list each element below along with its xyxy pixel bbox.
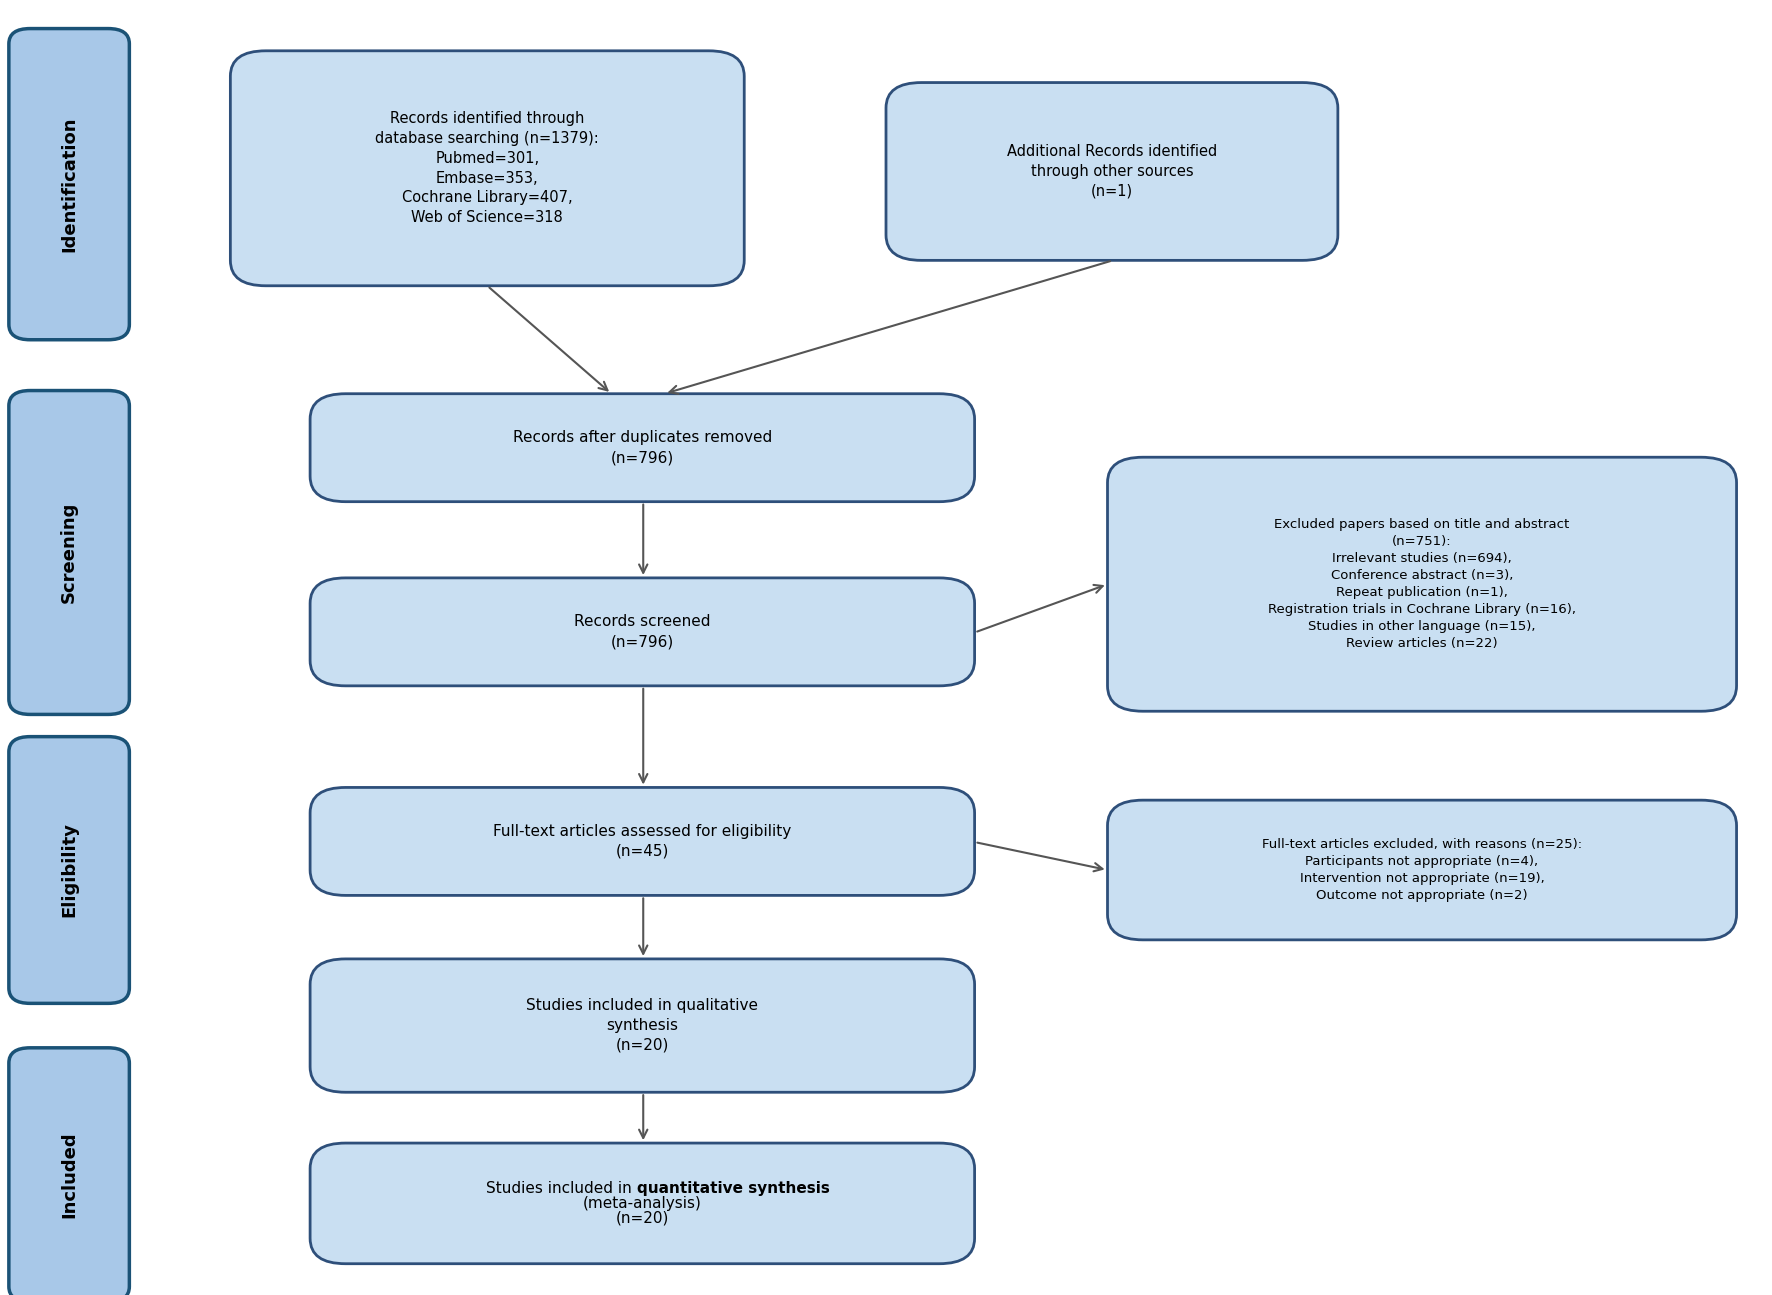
Text: Full-text articles excluded, with reasons (n=25):
Participants not appropriate (: Full-text articles excluded, with reason… [1262,838,1582,903]
FancyBboxPatch shape [310,787,975,895]
Text: Excluded papers based on title and abstract
(n=751):
Irrelevant studies (n=694),: Excluded papers based on title and abstr… [1269,518,1575,650]
Text: quantitative synthesis: quantitative synthesis [636,1181,829,1197]
FancyBboxPatch shape [310,394,975,501]
FancyBboxPatch shape [310,1143,975,1264]
FancyBboxPatch shape [310,578,975,686]
Text: (n=20): (n=20) [615,1211,670,1226]
Text: (meta-analysis): (meta-analysis) [583,1195,702,1211]
Text: Full-text articles assessed for eligibility
(n=45): Full-text articles assessed for eligibil… [493,824,792,859]
FancyBboxPatch shape [886,83,1338,260]
Text: Eligibility: Eligibility [60,822,78,917]
FancyBboxPatch shape [9,28,129,339]
Text: Studies included in: Studies included in [486,1181,636,1197]
FancyBboxPatch shape [310,958,975,1092]
FancyBboxPatch shape [9,737,129,1004]
Text: Records after duplicates removed
(n=796): Records after duplicates removed (n=796) [512,430,773,465]
FancyBboxPatch shape [9,1048,129,1295]
Text: Identification: Identification [60,117,78,253]
FancyBboxPatch shape [1108,800,1737,940]
Text: Studies included in qualitative
synthesis
(n=20): Studies included in qualitative synthesi… [526,998,758,1053]
Text: Included: Included [60,1132,78,1219]
Text: Additional Records identified
through other sources
(n=1): Additional Records identified through ot… [1006,144,1217,198]
FancyBboxPatch shape [230,51,744,286]
Text: Records screened
(n=796): Records screened (n=796) [574,614,711,649]
FancyBboxPatch shape [1108,457,1737,711]
Text: Records identified through
database searching (n=1379):
Pubmed=301,
Embase=353,
: Records identified through database sear… [376,111,599,225]
FancyBboxPatch shape [9,391,129,715]
Text: Screening: Screening [60,501,78,603]
